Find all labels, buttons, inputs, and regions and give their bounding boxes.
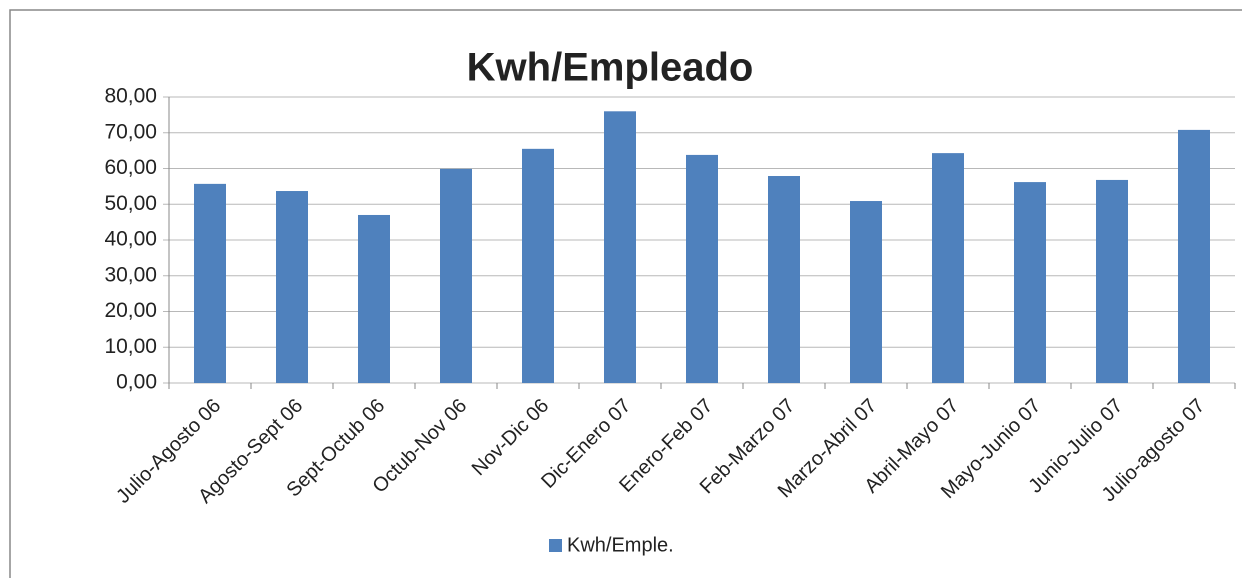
y-tick-label: 40,00 xyxy=(104,228,157,251)
y-tick-label: 70,00 xyxy=(104,120,157,143)
bar xyxy=(194,183,226,383)
bar xyxy=(522,148,554,383)
bar xyxy=(686,154,718,383)
y-tick-label: 20,00 xyxy=(104,299,157,322)
bar xyxy=(440,168,472,383)
bar xyxy=(276,191,308,383)
bar xyxy=(1178,129,1210,383)
bar xyxy=(1096,179,1128,383)
bar xyxy=(932,153,964,383)
chart-title: Kwh/Empleado xyxy=(467,46,754,90)
bar xyxy=(358,214,390,383)
y-tick-label: 50,00 xyxy=(104,192,157,215)
y-tick-label: 30,00 xyxy=(104,263,157,286)
bar xyxy=(1014,182,1046,383)
bar xyxy=(768,176,800,383)
y-tick-label: 0,00 xyxy=(116,371,157,394)
y-tick-label: 10,00 xyxy=(104,335,157,358)
legend-swatch xyxy=(549,539,562,552)
y-tick-label: 80,00 xyxy=(104,85,157,108)
bar xyxy=(850,201,882,383)
legend-label: Kwh/Emple. xyxy=(567,534,674,556)
bar xyxy=(604,111,636,384)
y-tick-label: 60,00 xyxy=(104,156,157,179)
